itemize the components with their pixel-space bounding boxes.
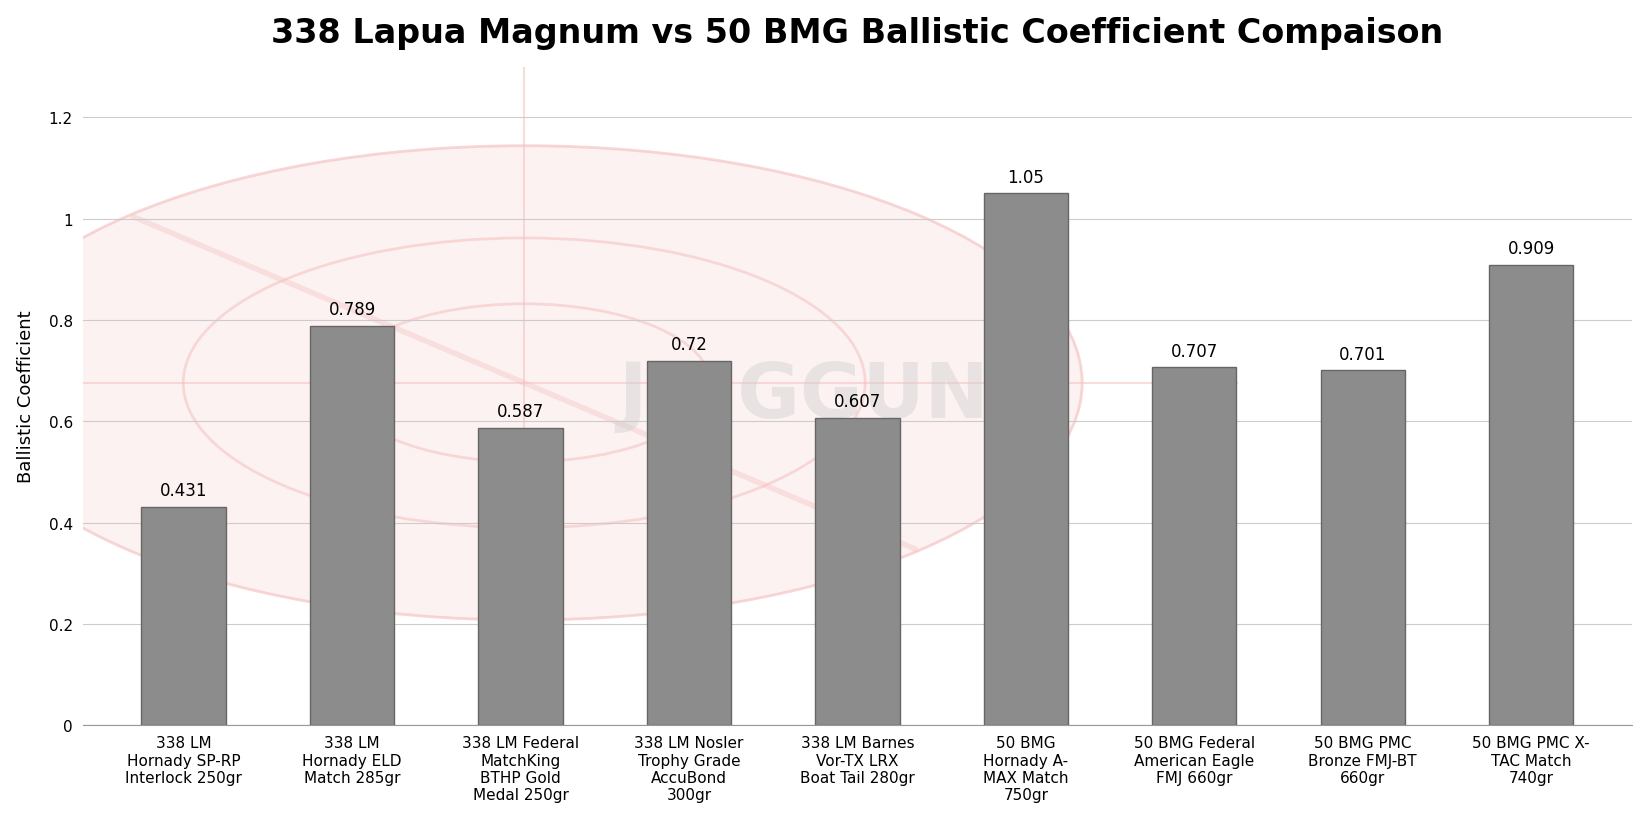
Text: 0.72: 0.72 [671, 336, 707, 354]
Bar [478, 428, 562, 726]
Text: JIGGGUN: JIGGGUN [618, 360, 987, 433]
Text: 0.701: 0.701 [1338, 345, 1386, 363]
Bar [310, 326, 394, 726]
Bar [646, 361, 730, 726]
Text: 1.05: 1.05 [1007, 169, 1043, 187]
Bar [1320, 371, 1404, 726]
Y-axis label: Ballistic Coefficient: Ballistic Coefficient [16, 310, 35, 482]
Bar [984, 194, 1068, 726]
Title: 338 Lapua Magnum vs 50 BMG Ballistic Coefficient Compaison: 338 Lapua Magnum vs 50 BMG Ballistic Coe… [272, 16, 1442, 50]
Text: 0.707: 0.707 [1170, 342, 1218, 360]
Circle shape [0, 147, 1081, 620]
Text: 0.587: 0.587 [496, 403, 544, 421]
Text: 0.909: 0.909 [1506, 240, 1554, 258]
Bar [814, 419, 900, 726]
Bar [1152, 368, 1236, 726]
Text: 0.607: 0.607 [834, 393, 880, 410]
Text: 0.789: 0.789 [328, 301, 376, 319]
Text: 0.431: 0.431 [160, 482, 208, 500]
Bar [142, 508, 226, 726]
Bar [1488, 265, 1572, 726]
